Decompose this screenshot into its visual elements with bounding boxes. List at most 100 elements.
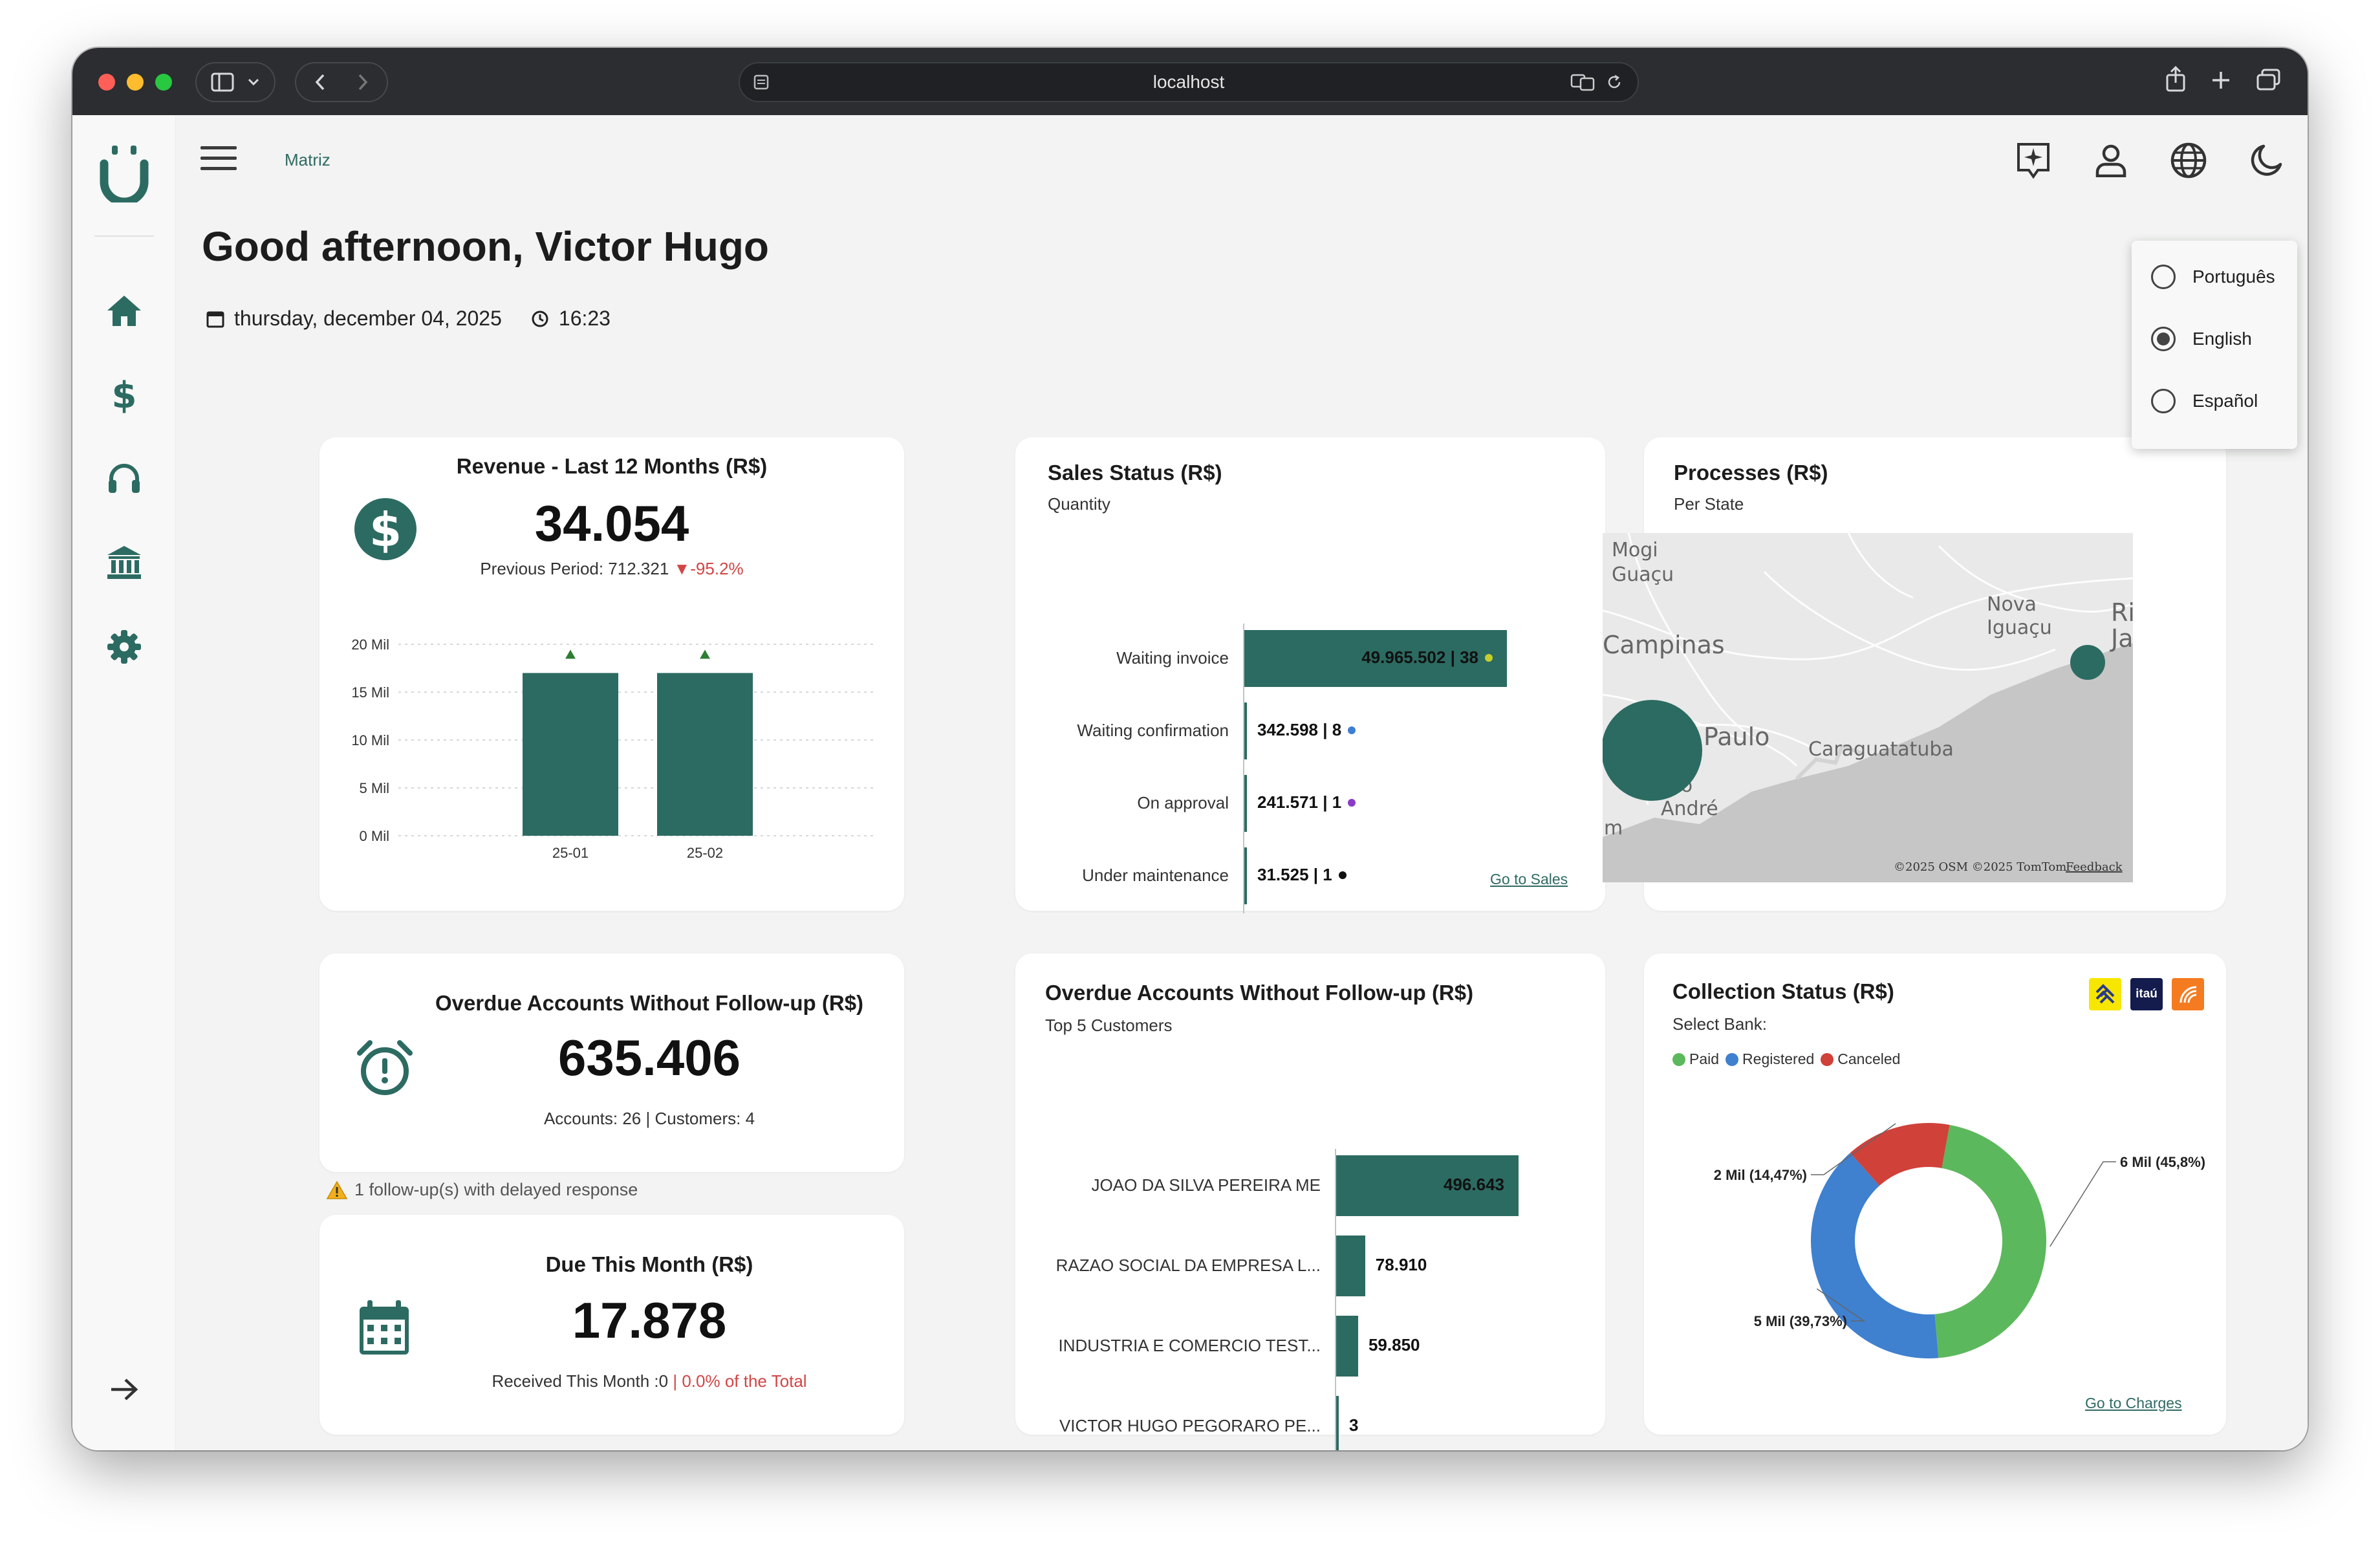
dollar-icon: $ (112, 375, 137, 414)
theme-toggle-button[interactable] (2245, 140, 2287, 181)
page-icon (753, 74, 769, 90)
sidebar-item-home[interactable] (98, 285, 150, 336)
tab-overview-icon[interactable] (2256, 69, 2282, 92)
sales-status-status-dot (1485, 653, 1493, 662)
processes-subtitle: Per State (1674, 494, 1744, 514)
dollar-circle-icon: $ (354, 498, 416, 560)
map-feedback-link[interactable]: Feedback (2066, 860, 2123, 874)
browser-toolbar: localhost (72, 48, 2308, 115)
lang-option-es[interactable]: Español (2151, 382, 2258, 420)
overdue-summary-detail: Accounts: 26 | Customers: 4 (543, 1109, 755, 1128)
itau-logo-button[interactable]: itaú (2130, 978, 2163, 1010)
svg-text:$: $ (112, 375, 137, 414)
overdue-top-category-label: INDUSTRIA E COMERCIO TEST... (1058, 1336, 1321, 1355)
collection-legend-item[interactable]: Registered (1726, 1051, 1814, 1068)
go-to-charges-link[interactable]: Go to Charges (2085, 1395, 2182, 1411)
collection-slice[interactable] (1934, 1124, 2046, 1358)
map-label-nova: Nova Iguaçu (1987, 593, 2052, 639)
sales-status-bar[interactable] (1244, 847, 1247, 904)
revenue-bar-marker (565, 649, 576, 659)
overdue-top-value-label: 59.850 (1368, 1335, 1420, 1355)
sales-status-chart: Waiting invoice 49.965.502 | 38 Waiting co… (1015, 437, 1605, 913)
due-month-value: 17.878 (572, 1292, 727, 1349)
banco-do-brasil-logo[interactable] (2089, 978, 2121, 1010)
sales-status-value-label: 342.598 | 8 (1257, 720, 1356, 740)
radio-pt[interactable] (2151, 265, 2176, 289)
sales-status-bar[interactable] (1244, 702, 1247, 759)
zoom-window-button[interactable] (155, 74, 172, 91)
processes-title: Processes (R$) (1674, 461, 1828, 484)
sales-status-category-label: Waiting invoice (1116, 648, 1229, 668)
map-bubble-rj[interactable] (2070, 645, 2105, 680)
map-bubble-sp[interactable] (1603, 700, 1702, 801)
language-button[interactable] (2168, 140, 2209, 181)
sales-status-bar[interactable] (1244, 775, 1247, 832)
sidebar-item-settings[interactable] (98, 621, 150, 673)
chevron-down-icon (248, 78, 259, 86)
collection-slice-label: 5 Mil (39,73%) (1754, 1313, 1847, 1329)
revenue-value: 34.054 (534, 495, 689, 552)
calendar-icon (206, 311, 224, 327)
radio-es[interactable] (2151, 389, 2176, 413)
revenue-xtick: 25-02 (687, 845, 723, 861)
collection-leader-line (1811, 1123, 1896, 1175)
sales-status-bar[interactable] (1244, 630, 1507, 687)
collection-legend: Paid Registered Canceled (1672, 1051, 1907, 1069)
followup-warning[interactable]: 1 follow-up(s) with delayed response (326, 1180, 638, 1200)
lang-option-pt[interactable]: Português (2151, 257, 2275, 296)
collection-subtitle: Select Bank: (1672, 1014, 1767, 1034)
user-profile-button[interactable] (2090, 140, 2132, 181)
address-bar[interactable]: localhost (739, 62, 1639, 102)
revenue-ytick: 5 Mil (360, 780, 389, 796)
clock-icon (532, 310, 548, 327)
radio-en[interactable] (2151, 327, 2176, 351)
go-to-sales-link[interactable]: Go to Sales (1490, 871, 1568, 887)
collection-legend-item[interactable]: Canceled (1821, 1051, 1900, 1068)
translate-icon[interactable] (1570, 72, 1596, 92)
breadcrumb[interactable]: Matriz (285, 150, 330, 169)
overdue-top-bar[interactable] (1336, 1236, 1365, 1296)
close-window-button[interactable] (98, 74, 115, 91)
overdue-top-bar[interactable] (1336, 1316, 1358, 1377)
calendar-grid-icon (360, 1300, 409, 1355)
menu-button[interactable] (200, 146, 237, 172)
revenue-bar[interactable] (657, 673, 753, 836)
back-icon[interactable] (314, 72, 327, 92)
overdue-top-value-label: 496.643 (1444, 1175, 1504, 1194)
reload-icon[interactable] (1605, 73, 1623, 91)
minimize-window-button[interactable] (127, 74, 144, 91)
revenue-ytick: 15 Mil (351, 684, 389, 701)
share-icon[interactable] (2164, 65, 2187, 93)
sidebar-expand-button[interactable] (98, 1364, 150, 1415)
sales-status-card: Sales Status (R$) Quantity Waiting invoi… (1015, 437, 1605, 913)
revenue-bar-marker (700, 649, 710, 659)
sales-status-status-dot (1348, 798, 1356, 807)
revenue-change: ▼-95.2% (673, 559, 744, 578)
overdue-top-bar[interactable] (1336, 1396, 1339, 1450)
sidebar-toggle-button[interactable] (195, 62, 276, 102)
sales-status-status-dot (1338, 871, 1347, 879)
current-date: thursday, december 04, 2025 (234, 307, 502, 330)
revenue-xtick: 25-01 (552, 845, 589, 861)
sidebar-item-finance[interactable]: $ (98, 369, 150, 420)
moon-icon (2251, 144, 2282, 176)
globe-icon (2170, 142, 2207, 179)
revenue-ytick: 10 Mil (351, 732, 389, 748)
ai-assistant-button[interactable] (2013, 140, 2054, 181)
santander-logo[interactable] (2172, 978, 2204, 1010)
sidebar-item-support[interactable] (98, 453, 150, 505)
logo-icon (100, 146, 149, 202)
sales-status-title: Sales Status (R$) (1048, 461, 1222, 484)
overdue-top-value-label: 78.910 (1375, 1255, 1427, 1274)
collection-legend-item[interactable]: Paid (1672, 1051, 1719, 1068)
revenue-bar[interactable] (523, 673, 618, 836)
sidebar-item-bank[interactable] (98, 537, 150, 589)
overdue-top-bar[interactable] (1336, 1155, 1519, 1216)
sales-status-category-label: Under maintenance (1082, 866, 1229, 885)
forward-icon[interactable] (356, 72, 369, 92)
new-tab-icon[interactable] (2211, 70, 2231, 91)
lang-option-en[interactable]: English (2151, 320, 2252, 358)
app-logo[interactable] (98, 146, 150, 202)
